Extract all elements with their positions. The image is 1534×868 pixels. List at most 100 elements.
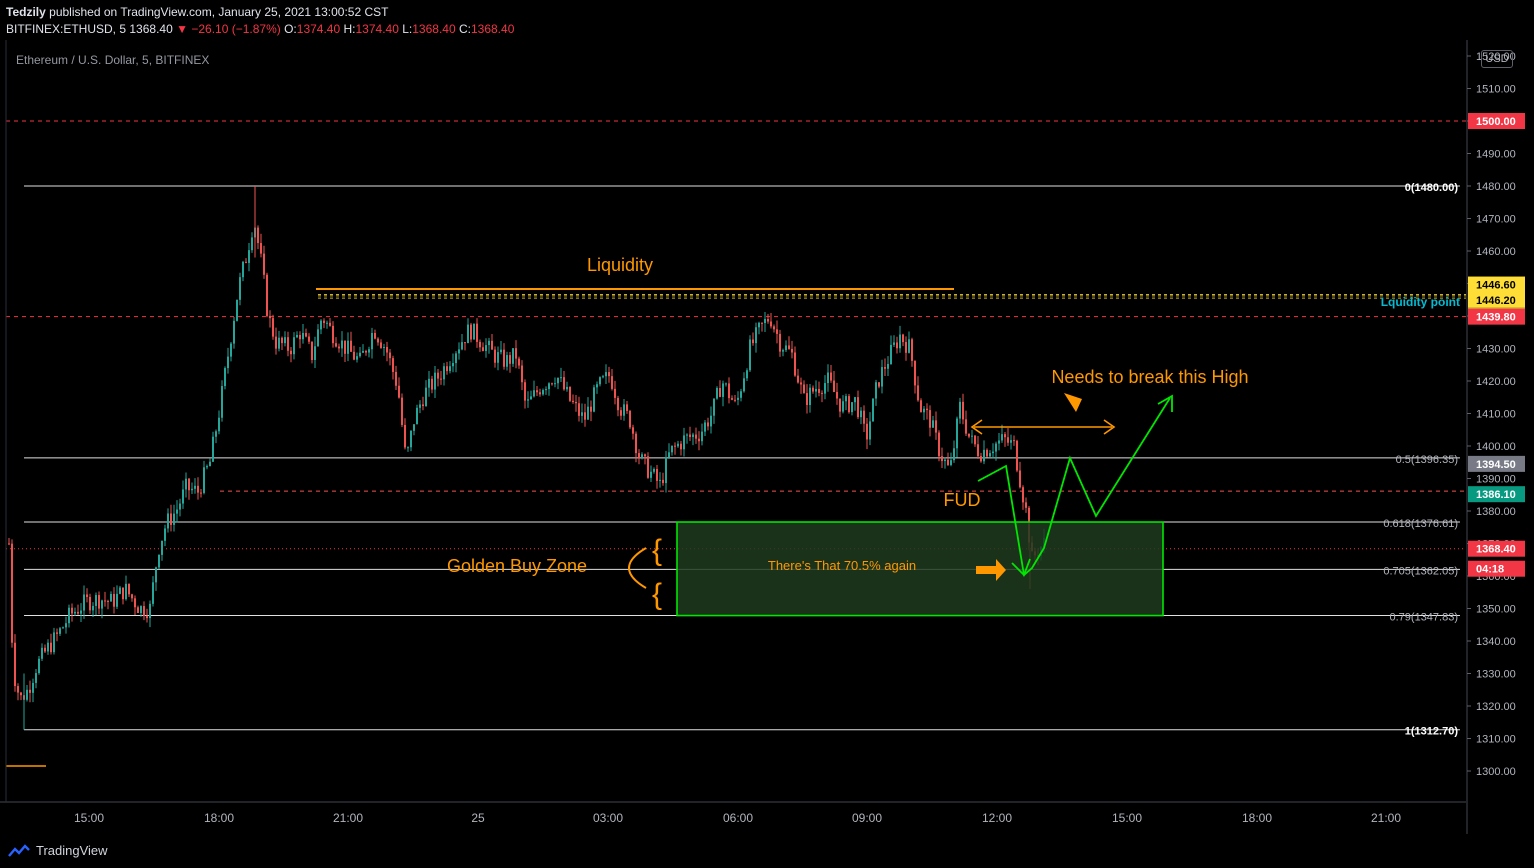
candle-body [386, 346, 388, 353]
candle-body [167, 513, 169, 529]
candle-body [389, 352, 391, 359]
candle-body [182, 489, 184, 504]
candles [8, 186, 1045, 730]
candle-body [767, 318, 769, 322]
candle-body [467, 324, 469, 344]
candle-body [158, 554, 160, 568]
candle-body [203, 467, 205, 493]
currency-button[interactable]: USD [1481, 50, 1513, 68]
candle-body [323, 320, 325, 323]
candle-body [782, 350, 784, 352]
price-axis-label: 04:18 [1476, 564, 1504, 576]
candle-body [860, 410, 862, 418]
brace-bottom-icon: { [652, 578, 662, 611]
candle-body [716, 387, 718, 399]
fib-label: 1(1312.70) [1405, 726, 1459, 738]
candle-body [107, 600, 109, 602]
candle-body [251, 237, 253, 251]
candle-body [434, 372, 436, 390]
candle-body [77, 611, 79, 614]
candle-body [779, 333, 781, 352]
candle-body [800, 382, 802, 385]
y-tick-label: 1520.00 [1476, 51, 1516, 63]
price-axis-label-bg [1468, 276, 1525, 293]
candle-body [464, 342, 466, 344]
footer-brand[interactable]: TradingView [8, 843, 108, 858]
fib-label: 0.79(1347.83) [1390, 612, 1459, 624]
candle-body [995, 443, 997, 452]
candle-body [842, 401, 844, 412]
candle-body [278, 337, 280, 349]
candle-body [257, 227, 259, 244]
candle-body [218, 417, 220, 432]
candle-body [890, 344, 892, 364]
candle-body [635, 433, 637, 454]
fib-label: 0.618(1376.61) [1383, 518, 1458, 530]
candle-body [665, 457, 667, 484]
candle-body [926, 408, 928, 411]
y-tick-label: 1400.00 [1476, 441, 1516, 453]
annotation-golden-zone: Golden Buy Zone [447, 556, 587, 576]
candle-body [581, 412, 583, 416]
candle-body [686, 434, 688, 436]
candle-body [227, 356, 229, 369]
candle-body [623, 404, 625, 416]
candle-body [104, 600, 106, 602]
brace-top-icon: { [652, 534, 662, 567]
candle-body [713, 398, 715, 416]
candle-body [188, 478, 190, 491]
candle-body [863, 410, 865, 424]
candle-body [191, 488, 193, 491]
candle-body [338, 346, 340, 349]
candle-body [359, 352, 361, 357]
candle-body [365, 350, 367, 353]
candle-body [341, 340, 343, 349]
candle-body [608, 372, 610, 377]
candle-body [11, 543, 13, 643]
candle-body [428, 378, 430, 388]
candle-body [758, 322, 760, 328]
price-axis-label: 1500.00 [1476, 116, 1516, 128]
y-tick-label: 1410.00 [1476, 409, 1516, 421]
candle-body [245, 261, 247, 263]
candle-body [287, 337, 289, 351]
candle-body [125, 583, 127, 600]
candle-body [488, 340, 490, 346]
candle-body [242, 261, 244, 278]
y-tick-label: 1350.00 [1476, 604, 1516, 616]
candle-body [44, 647, 46, 652]
candle-body [326, 322, 328, 324]
candle-body [878, 382, 880, 387]
high-value: 1374.40 [355, 22, 399, 36]
fib-label: 0.5(1396.35) [1396, 454, 1458, 466]
candle-body [395, 371, 397, 386]
candle-body [422, 404, 424, 407]
candle-body [26, 689, 28, 700]
close-label: C: [458, 22, 471, 36]
candle-body [269, 315, 271, 319]
candle-body [281, 337, 283, 344]
candle-body [560, 377, 562, 379]
price-axis-label: 1368.40 [1476, 544, 1516, 556]
y-tick-label: 1340.00 [1476, 636, 1516, 648]
candle-body [761, 322, 763, 324]
candle-body [896, 342, 898, 349]
candle-body [848, 396, 850, 413]
candle-body [308, 336, 310, 342]
candle-body [851, 402, 853, 413]
low-value: 1368.40 [412, 22, 456, 36]
price-axis-label-bg [1468, 540, 1525, 557]
arrow-left-icon [970, 419, 983, 435]
candle-body [644, 454, 646, 457]
y-tick-label: 1460.00 [1476, 246, 1516, 258]
candle-body [152, 582, 154, 604]
candle-body [554, 383, 556, 385]
candle-body [950, 460, 952, 465]
candle-body [131, 594, 133, 599]
author-name[interactable]: Tedzily [6, 5, 46, 19]
candle-body [263, 253, 265, 275]
candle-body [335, 343, 337, 347]
candle-body [1004, 434, 1006, 438]
candle-body [194, 485, 196, 489]
candle-body [833, 380, 835, 392]
